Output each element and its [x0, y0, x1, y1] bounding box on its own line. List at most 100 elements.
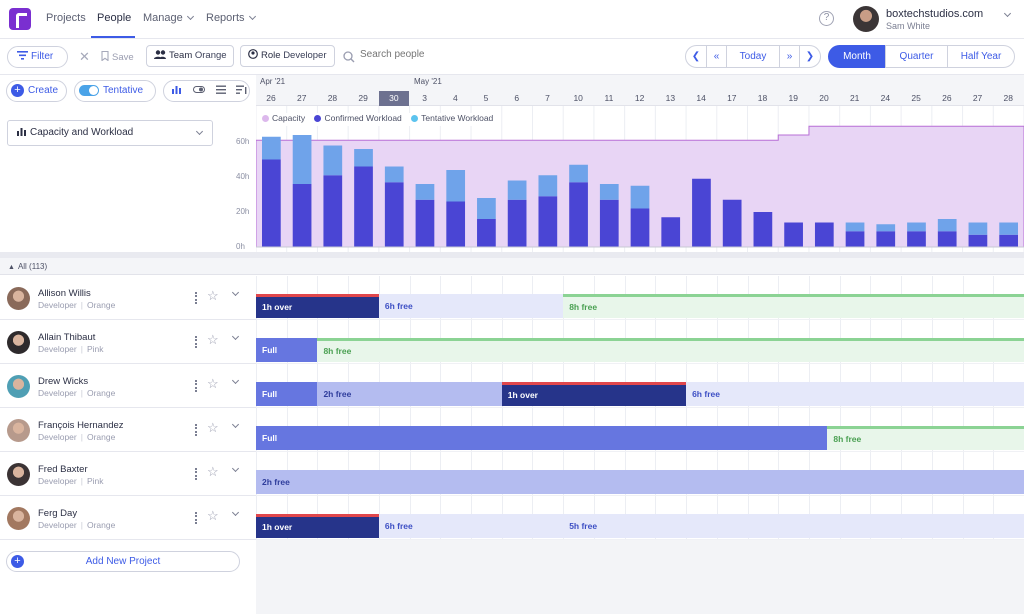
day-cell[interactable]: 28 [1003, 93, 1013, 103]
prev-jump-button[interactable]: « [706, 45, 727, 68]
expand-chevron-icon[interactable] [231, 376, 240, 385]
list-icon[interactable] [215, 85, 226, 94]
app-logo[interactable] [9, 8, 31, 30]
prev-page-button[interactable]: ❮ [685, 45, 707, 68]
allocation-bar-over[interactable]: 1h over [501, 382, 687, 406]
view-half-year-button[interactable]: Half Year [947, 45, 1015, 68]
person-row[interactable]: Fred Baxter Developer | Pink ☆ [0, 452, 256, 496]
tentative-toggle[interactable]: Tentative [74, 80, 156, 102]
more-options-icon[interactable] [195, 336, 198, 348]
day-cell[interactable]: 13 [665, 93, 676, 103]
day-cell[interactable]: 6 [514, 93, 520, 103]
nav-reports[interactable]: Reports [206, 12, 256, 24]
person-avatar[interactable] [7, 287, 30, 310]
nav-projects[interactable]: Projects [46, 12, 86, 24]
day-cell[interactable]: 7 [545, 93, 550, 103]
help-icon[interactable]: ? [819, 11, 834, 26]
create-button[interactable]: + Create [6, 80, 67, 102]
day-cell[interactable]: 26 [942, 93, 952, 103]
allocation-bar-over[interactable]: 1h over [256, 294, 379, 318]
bar-chart-icon[interactable] [172, 85, 182, 94]
expand-chevron-icon[interactable] [231, 464, 240, 473]
view-month-button[interactable]: Month [828, 45, 886, 68]
person-avatar[interactable] [7, 507, 30, 530]
allocation-bar-part[interactable]: 2h free [256, 470, 1024, 494]
person-name[interactable]: Drew Wicks [38, 376, 89, 387]
day-cell[interactable]: 20 [819, 93, 829, 103]
day-cell[interactable]: 5 [483, 93, 489, 103]
role-filter-chip[interactable]: Role Developer [240, 45, 335, 67]
person-row[interactable]: Allain Thibaut Developer | Pink ☆ [0, 320, 256, 364]
person-name[interactable]: Allain Thibaut [38, 332, 96, 343]
star-icon[interactable]: ☆ [207, 464, 219, 479]
more-options-icon[interactable] [195, 468, 198, 480]
day-cell[interactable]: 4 [452, 93, 458, 103]
day-cell[interactable]: 17 [727, 93, 737, 103]
save-button[interactable]: Save [101, 50, 134, 63]
more-options-icon[interactable] [195, 424, 198, 436]
star-icon[interactable]: ☆ [207, 420, 219, 435]
allocation-bar-full[interactable]: Full [256, 426, 828, 450]
day-cell[interactable]: 11 [604, 93, 614, 103]
today-button[interactable]: Today [726, 45, 780, 68]
day-cell[interactable]: 14 [696, 93, 706, 103]
sort-icon[interactable] [236, 85, 247, 94]
team-filter-chip[interactable]: Team Orange [146, 45, 234, 67]
day-cell[interactable]: 28 [327, 93, 338, 103]
account-avatar[interactable] [853, 6, 879, 32]
day-cell[interactable]: 18 [757, 93, 768, 103]
day-cell[interactable]: 21 [849, 93, 860, 103]
person-name[interactable]: Ferg Day [38, 508, 78, 519]
person-name[interactable]: Allison Willis [38, 288, 91, 299]
star-icon[interactable]: ☆ [207, 508, 219, 523]
expand-chevron-icon[interactable] [231, 508, 240, 517]
person-row[interactable]: Ferg Day Developer | Orange ☆ [0, 496, 256, 540]
panel-resize-handle[interactable] [0, 252, 1024, 258]
day-cell[interactable]: 24 [880, 93, 891, 103]
allocation-bar-free[interactable]: 8h free [317, 338, 1024, 362]
account-chevron-down-icon[interactable] [1003, 9, 1012, 18]
filter-button[interactable]: Filter [7, 46, 68, 68]
allocation-bar-over[interactable]: 1h over [256, 514, 379, 538]
allocation-bar-full[interactable]: Full [256, 338, 318, 362]
star-icon[interactable]: ☆ [207, 332, 219, 347]
add-new-project-button[interactable]: + Add New Project [6, 551, 240, 572]
star-icon[interactable]: ☆ [207, 288, 219, 303]
day-cell[interactable]: 19 [788, 93, 798, 103]
expand-chevron-icon[interactable] [231, 332, 240, 341]
next-page-button[interactable]: ❯ [799, 45, 821, 68]
day-cell[interactable]: 10 [573, 93, 583, 103]
day-cell[interactable]: 29 [358, 93, 368, 103]
nav-people[interactable]: People [97, 12, 132, 24]
day-cell[interactable]: 12 [634, 93, 645, 103]
expand-chevron-icon[interactable] [231, 420, 240, 429]
more-options-icon[interactable] [195, 380, 198, 392]
day-cell[interactable]: 30 [378, 91, 409, 106]
all-people-group-header[interactable]: ▲ All (113) [0, 258, 1024, 275]
day-cell[interactable]: 27 [296, 93, 307, 103]
expand-chevron-icon[interactable] [231, 288, 240, 297]
allocation-bar-light[interactable]: 6h free [378, 294, 564, 318]
chart-mode-dropdown[interactable]: Capacity and Workload [7, 120, 213, 146]
day-cell[interactable]: 3 [422, 93, 427, 103]
allocation-bar-light[interactable]: 5h free [563, 514, 1024, 538]
day-cell[interactable]: 25 [911, 93, 921, 103]
search-people-input[interactable] [360, 49, 510, 60]
person-avatar[interactable] [7, 419, 30, 442]
person-avatar[interactable] [7, 463, 30, 486]
nav-manage[interactable]: Manage [143, 12, 194, 24]
next-jump-button[interactable]: » [779, 45, 800, 68]
star-icon[interactable]: ☆ [207, 376, 219, 391]
allocation-bar-full[interactable]: Full [256, 382, 318, 406]
more-options-icon[interactable] [195, 292, 198, 304]
day-cell[interactable]: 26 [266, 93, 276, 103]
person-name[interactable]: François Hernandez [38, 420, 124, 431]
allocation-bar-free[interactable]: 8h free [827, 426, 1024, 450]
day-cell[interactable]: 27 [972, 93, 983, 103]
account-org[interactable]: boxtechstudios.com [886, 8, 984, 20]
allocation-bar-part[interactable]: 2h free [317, 382, 502, 406]
more-options-icon[interactable] [195, 512, 198, 524]
allocation-bar-light[interactable]: 6h free [686, 382, 1024, 406]
person-avatar[interactable] [7, 331, 30, 354]
person-row[interactable]: Drew Wicks Developer | Orange ☆ [0, 364, 256, 408]
